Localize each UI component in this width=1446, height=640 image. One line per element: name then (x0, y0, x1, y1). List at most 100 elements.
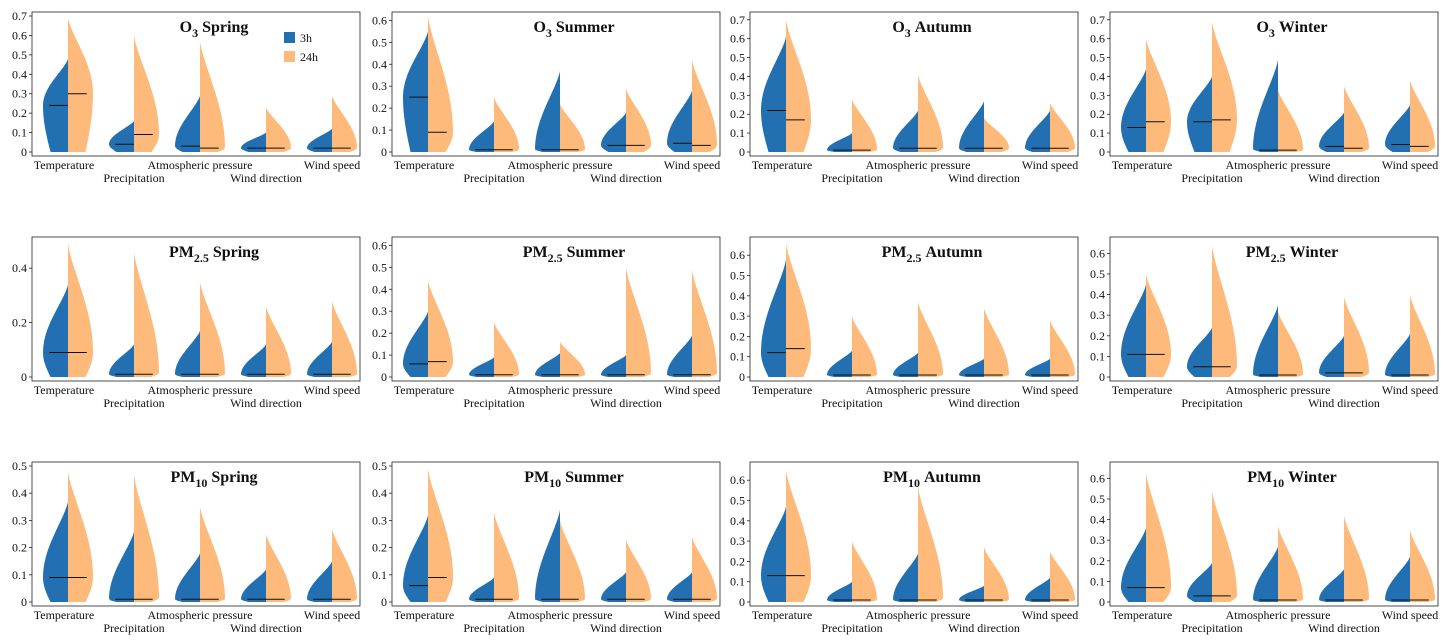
violin-half-24h (200, 281, 225, 377)
violin-half-3h (241, 132, 266, 152)
violin-half-3h (535, 70, 560, 152)
x-tick-label: Wind direction (230, 396, 302, 410)
panel-o3-winter: 0 0.1 0.2 0.3 0.4 0.5 0.6 0.7 Temperature Precipi… (1082, 0, 1444, 190)
violin-half-24h (786, 243, 811, 377)
violin-half-24h (266, 306, 291, 377)
violin-half-24h (428, 468, 453, 602)
y-tick-label: 0 (1099, 145, 1105, 159)
panel-pm10-autumn: 0 0.1 0.2 0.3 0.4 0.5 0.6 Temperature Precipitat… (722, 450, 1084, 640)
violin-half-3h (43, 501, 68, 602)
violin-half-3h (1187, 327, 1212, 377)
violin-half-24h (1410, 80, 1435, 152)
y-tick-label: 0.4 (1090, 288, 1105, 302)
x-tick-label: Precipitation (103, 621, 164, 635)
y-tick-label: 0.2 (372, 326, 387, 340)
violin-half-24h (1278, 525, 1303, 602)
violin-half-24h (918, 301, 943, 377)
y-tick-label: 0.3 (372, 79, 387, 93)
x-tick-label: Atmospheric pressure (148, 608, 253, 622)
y-tick-label: 0 (381, 145, 387, 159)
panel-title: PM2.5 Spring (169, 244, 259, 265)
y-tick-label: 0.1 (12, 126, 27, 140)
violin-half-3h (1025, 577, 1050, 602)
x-tick-label: Wind direction (590, 396, 662, 410)
violin-half-3h (1253, 304, 1278, 377)
violin-half-24h (560, 520, 585, 602)
x-tick-label: Wind direction (948, 396, 1020, 410)
x-tick-label: Temperature (394, 383, 454, 397)
y-tick-label: 0.3 (372, 304, 387, 318)
violin-half-24h (786, 19, 811, 153)
y-tick-label: 0.1 (1090, 574, 1105, 588)
x-tick-label: Atmospheric pressure (1226, 383, 1331, 397)
x-tick-label: Wind speed (304, 608, 361, 622)
x-tick-label: Precipitation (103, 396, 164, 410)
x-tick-label: Wind direction (1308, 621, 1380, 635)
x-tick-label: Atmospheric pressure (508, 608, 613, 622)
y-tick-label: 0.3 (1090, 533, 1105, 547)
violin-half-3h (241, 344, 266, 377)
x-tick-label: Precipitation (1181, 396, 1242, 410)
x-tick-label: Wind direction (590, 171, 662, 185)
panel-pm10-winter: 0 0.1 0.2 0.3 0.4 0.5 0.6 Temperature Precipitat… (1082, 450, 1444, 640)
violin-half-3h (1121, 527, 1146, 602)
violin-half-24h (494, 97, 519, 152)
x-tick-label: Wind speed (304, 383, 361, 397)
violin-chart-pm10-summer: 0 0.1 0.2 0.3 0.4 0.5 Temperature Precipitation… (372, 459, 721, 635)
y-tick-label: 0.6 (12, 28, 27, 42)
y-tick-label: 0.1 (12, 568, 27, 582)
x-tick-label: Precipitation (1181, 171, 1242, 185)
violin-half-3h (109, 344, 134, 377)
y-tick-label: 0.6 (730, 473, 745, 487)
x-tick-label: Temperature (1112, 383, 1172, 397)
violin-chart-o3-autumn: 0 0.1 0.2 0.3 0.4 0.5 0.6 0.7 Temperature Precipi… (730, 11, 1079, 185)
violin-half-3h (667, 335, 692, 377)
y-tick-label: 0.5 (730, 51, 745, 65)
violin-half-3h (1025, 110, 1050, 152)
panel-title: PM10 Winter (1247, 469, 1336, 490)
x-tick-label: Atmospheric pressure (866, 158, 971, 172)
violin-half-24h (626, 267, 651, 377)
violin-half-3h (1319, 569, 1344, 602)
x-tick-label: Precipitation (463, 171, 524, 185)
y-tick-label: 0.4 (730, 514, 745, 528)
y-tick-label: 0.5 (372, 260, 387, 274)
y-tick-label: 0 (21, 370, 27, 384)
violin-half-3h (109, 120, 134, 152)
violin-chart-pm10-winter: 0 0.1 0.2 0.3 0.4 0.5 0.6 Temperature Precipitat… (1090, 461, 1439, 635)
violin-half-24h (1050, 551, 1075, 602)
violin-half-3h (959, 101, 984, 152)
violin-half-3h (469, 577, 494, 602)
violin-half-3h (959, 358, 984, 377)
violin-half-3h (307, 561, 332, 602)
legend-label: 24h (300, 50, 318, 64)
violin-half-24h (1344, 85, 1369, 152)
x-tick-label: Temperature (34, 383, 94, 397)
y-tick-label: 0.5 (1090, 492, 1105, 506)
violin-half-24h (1410, 294, 1435, 377)
y-tick-label: 0 (381, 370, 387, 384)
y-tick-label: 0.1 (730, 575, 745, 589)
violin-half-3h (469, 357, 494, 377)
violin-half-24h (1146, 472, 1171, 602)
x-tick-label: Atmospheric pressure (148, 158, 253, 172)
violin-half-3h (1385, 104, 1410, 152)
y-tick-label: 0.2 (730, 329, 745, 343)
y-tick-label: 0.4 (372, 282, 387, 296)
violin-half-3h (1385, 333, 1410, 377)
y-tick-label: 0.4 (1090, 69, 1105, 83)
y-tick-label: 0.7 (1090, 13, 1105, 27)
y-tick-label: 0.2 (730, 554, 745, 568)
y-tick-label: 0 (739, 370, 745, 384)
violin-half-24h (626, 88, 651, 152)
violin-chart-pm25-spring: 0 0.2 0.4 Temperature PrecipitationAtmospher… (12, 236, 361, 410)
y-tick-label: 0.2 (730, 107, 745, 121)
violin-half-24h (918, 74, 943, 152)
violin-half-3h (403, 311, 428, 377)
y-tick-label: 0 (739, 145, 745, 159)
violin-half-24h (68, 243, 93, 377)
x-tick-label: Temperature (1112, 158, 1172, 172)
violin-half-24h (68, 17, 93, 152)
x-tick-label: Wind speed (1382, 608, 1439, 622)
